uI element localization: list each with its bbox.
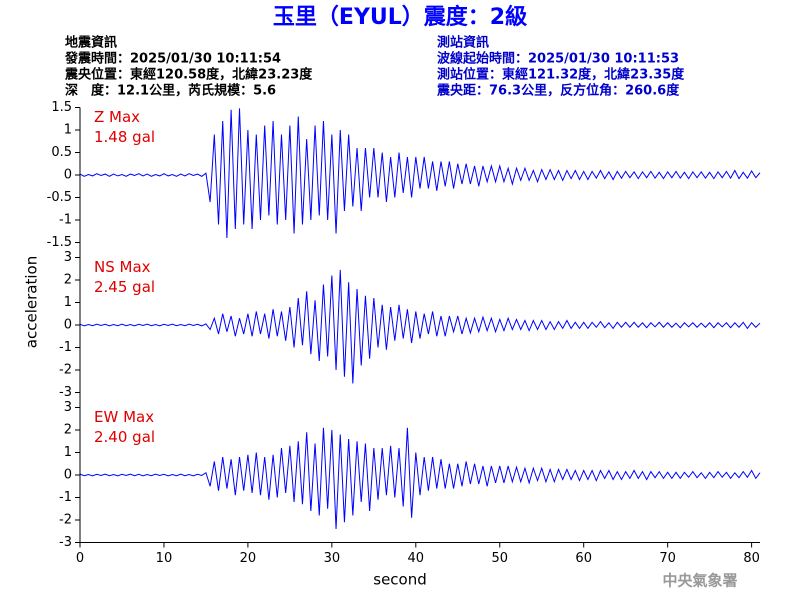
panel-name: EW Max xyxy=(94,408,154,426)
y-tick-label: -3 xyxy=(59,535,72,550)
y-tick-label: -1 xyxy=(59,490,72,505)
y-tick-label: -0.5 xyxy=(47,190,72,205)
panel-name: Z Max xyxy=(94,108,140,126)
y-tick-label: 0 xyxy=(64,468,72,483)
x-axis-label: second xyxy=(373,571,427,589)
max-label: 2.40 gal xyxy=(94,428,155,446)
y-tick-label: 1 xyxy=(64,123,72,138)
y-tick-label: 3 xyxy=(64,400,72,415)
info-line: 發震時間：2025/01/30 10:11:54 xyxy=(64,51,281,67)
x-tick-label: 50 xyxy=(491,551,508,566)
waveform xyxy=(79,427,761,530)
footer: 中央氣象署 xyxy=(662,572,737,590)
y-tick-label: 0 xyxy=(64,318,72,333)
x-tick-label: 60 xyxy=(575,551,592,566)
x-tick-label: 40 xyxy=(408,551,425,566)
x-tick-label: 30 xyxy=(324,551,341,566)
info-line: 測站資訊 xyxy=(437,35,489,51)
y-tick-label: 2 xyxy=(64,273,72,288)
info-line: 深 度：12.1公里，芮氏規模：5.6 xyxy=(65,83,276,99)
info-line: 地震資訊 xyxy=(65,35,117,51)
x-tick-label: 70 xyxy=(659,551,676,566)
panel-name: NS Max xyxy=(94,258,151,276)
info-line: 測站位置：東經121.32度，北緯23.35度 xyxy=(437,67,685,83)
y-tick-label: -1 xyxy=(59,340,72,355)
waveform xyxy=(79,269,761,384)
y-tick-label: -2 xyxy=(59,513,72,528)
y-tick-label: 0 xyxy=(64,168,72,183)
y-tick-label: 3 xyxy=(64,250,72,265)
x-tick-label: 10 xyxy=(156,551,173,566)
y-tick-label: 1.5 xyxy=(51,100,72,115)
info-line: 震央距：76.3公里，反方位角：260.6度 xyxy=(436,83,680,99)
y-tick-label: 1 xyxy=(64,295,72,310)
max-label: 2.45 gal xyxy=(94,278,155,296)
y-axis-label: acceleration xyxy=(23,256,41,348)
y-tick-label: 0.5 xyxy=(51,145,72,160)
y-tick-label: -2 xyxy=(59,363,72,378)
y-tick-label: 1 xyxy=(64,445,72,460)
info-line: 波線起始時間：2025/01/30 10:11:53 xyxy=(437,51,679,67)
y-tick-label: -3 xyxy=(59,385,72,400)
waveform xyxy=(79,108,761,239)
y-tick-label: 2 xyxy=(64,423,72,438)
y-tick-label: -1 xyxy=(59,213,72,228)
x-tick-label: 0 xyxy=(76,551,84,566)
chart-title: 玉里（EYUL）震度：2級 xyxy=(273,4,527,30)
max-label: 1.48 gal xyxy=(94,128,155,146)
x-tick-label: 20 xyxy=(240,551,257,566)
info-line: 震央位置：東經120.58度，北緯23.23度 xyxy=(64,67,313,83)
y-tick-label: -1.5 xyxy=(47,235,72,250)
x-tick-label: 80 xyxy=(743,551,760,566)
